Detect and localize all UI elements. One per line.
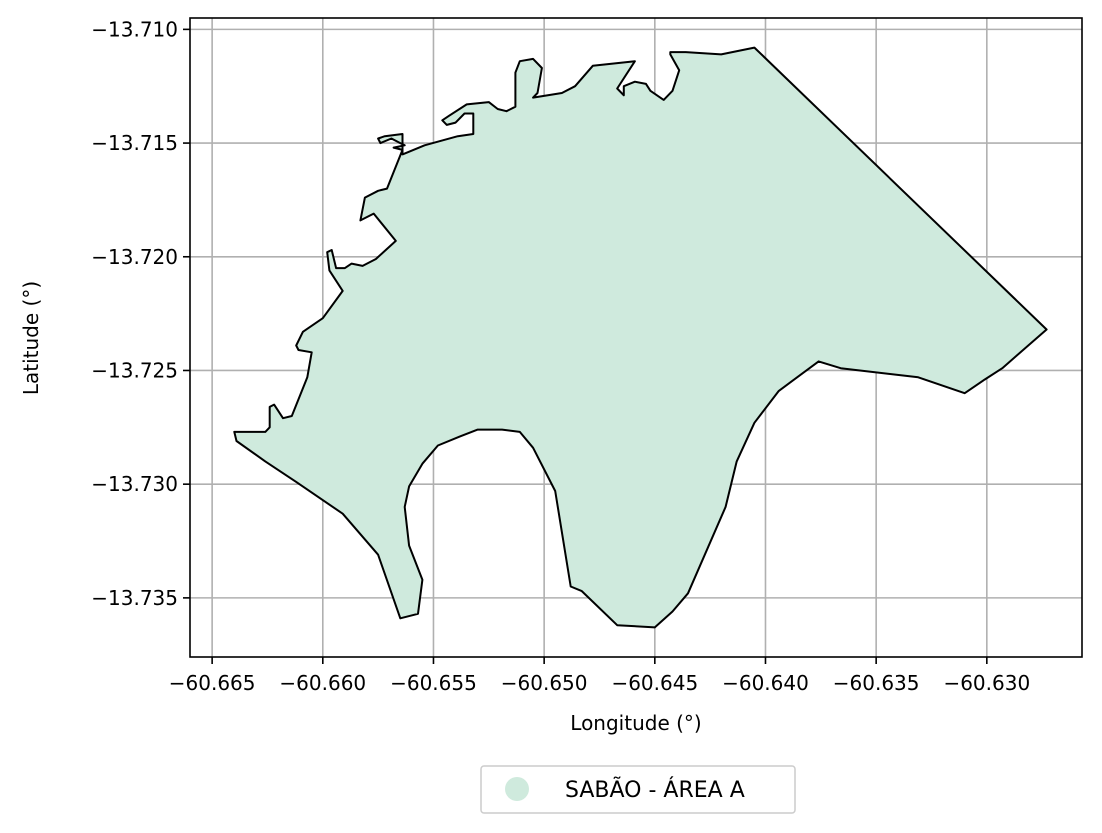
region-polygon xyxy=(233,46,1048,629)
y-tick-label: −13.735 xyxy=(91,586,178,610)
y-tick-label: −13.710 xyxy=(91,17,178,41)
x-tick-label: −60.630 xyxy=(943,671,1030,695)
x-tick-label: −60.645 xyxy=(611,671,698,695)
y-axis-label: Latitude (°) xyxy=(19,281,43,395)
x-axis-label: Longitude (°) xyxy=(570,711,701,735)
y-tick-label: −13.720 xyxy=(91,245,178,269)
x-tick-label: −60.650 xyxy=(501,671,588,695)
legend-box xyxy=(480,765,796,814)
x-tick-label: −60.660 xyxy=(279,671,366,695)
x-tick-label: −60.655 xyxy=(390,671,477,695)
y-tick-label: −13.715 xyxy=(91,131,178,155)
plot-area-frame xyxy=(189,17,1083,658)
y-tick-label: −13.730 xyxy=(91,472,178,496)
x-tick-label: −60.640 xyxy=(722,671,809,695)
x-tick-label: −60.665 xyxy=(169,671,256,695)
y-axis-ticks: −13.710 −13.715 −13.720 −13.725 −13.730 −13.7… xyxy=(91,17,190,610)
legend: SABÃO - ÁREA A xyxy=(480,765,796,814)
x-axis-ticks: −60.665 −60.660 −60.655 −60.650 −60.645 −60.6… xyxy=(169,657,1030,695)
legend-marker xyxy=(505,777,529,801)
y-tick-label: −13.725 xyxy=(91,358,178,382)
legend-label: SABÃO - ÁREA A xyxy=(565,776,745,803)
x-tick-label: −60.635 xyxy=(833,671,920,695)
